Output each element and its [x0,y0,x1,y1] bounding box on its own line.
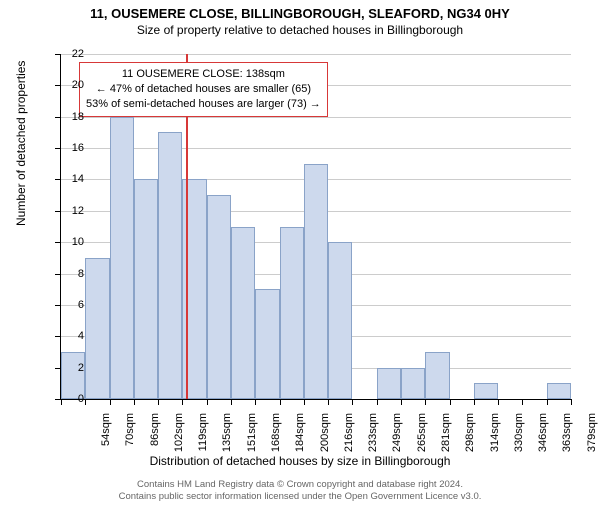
x-tick [231,399,232,405]
histogram-bar [474,383,498,399]
x-tick-label: 216sqm [343,413,355,463]
histogram-bar [425,352,449,399]
x-tick-label: 330sqm [513,413,525,463]
y-tick-label: 20 [72,79,84,91]
y-tick-label: 4 [78,330,84,342]
y-tick [55,242,61,243]
x-tick [328,399,329,405]
x-tick-label: 168sqm [270,413,282,463]
info-box-line3: 53% of semi-detached houses are larger (… [86,97,321,112]
property-info-box: 11 OUSEMERE CLOSE: 138sqm← 47% of detach… [79,62,328,117]
x-tick [547,399,548,405]
x-tick [304,399,305,405]
y-tick-label: 8 [78,268,84,280]
x-tick [571,399,572,405]
x-tick-label: 249sqm [391,413,403,463]
x-tick [255,399,256,405]
x-tick-label: 233sqm [367,413,379,463]
x-tick-label: 151sqm [246,413,258,463]
y-tick [55,85,61,86]
histogram-bar [255,289,279,399]
y-tick-label: 12 [72,205,84,217]
x-tick-label: 102sqm [173,413,185,463]
x-tick [61,399,62,405]
histogram-bar [61,352,85,399]
x-tick [425,399,426,405]
y-tick-label: 10 [72,236,84,248]
histogram-bar [547,383,571,399]
x-tick-label: 135sqm [221,413,233,463]
y-tick-label: 18 [72,111,84,123]
x-tick-label: 119sqm [197,413,209,463]
x-tick [401,399,402,405]
info-box-line1: 11 OUSEMERE CLOSE: 138sqm [86,67,321,82]
y-tick-label: 6 [78,299,84,311]
info-box-line2: ← 47% of detached houses are smaller (65… [86,82,321,97]
y-tick-label: 14 [72,173,84,185]
histogram-bar [401,368,425,399]
histogram-bar [134,179,158,399]
footer-attribution: Contains HM Land Registry data © Crown c… [0,479,600,503]
x-tick [352,399,353,405]
x-tick-label: 54sqm [100,413,112,463]
chart-plot-area: 11 OUSEMERE CLOSE: 138sqm← 47% of detach… [60,54,571,400]
y-tick-label: 16 [72,142,84,154]
x-tick [450,399,451,405]
y-tick [55,117,61,118]
gridline [61,148,571,149]
x-tick-label: 200sqm [319,413,331,463]
x-tick [85,399,86,405]
histogram-bar [158,132,182,399]
x-tick-label: 265sqm [416,413,428,463]
chart-title-main: 11, OUSEMERE CLOSE, BILLINGBOROUGH, SLEA… [0,6,600,21]
x-tick-label: 298sqm [464,413,476,463]
y-tick-label: 2 [78,362,84,374]
gridline [61,117,571,118]
x-tick [498,399,499,405]
footer-line2: Contains public sector information licen… [0,491,600,503]
chart-title-sub: Size of property relative to detached ho… [0,23,600,37]
histogram-bar [280,227,304,400]
x-tick-label: 70sqm [124,413,136,463]
histogram-bar [304,164,328,399]
x-tick-label: 281sqm [440,413,452,463]
x-tick-label: 184sqm [294,413,306,463]
x-tick-label: 363sqm [561,413,573,463]
histogram-bar [110,117,134,399]
y-tick-label: 0 [78,393,84,405]
gridline [61,54,571,55]
histogram-bar [85,258,109,399]
x-tick [158,399,159,405]
y-tick [55,274,61,275]
x-tick [522,399,523,405]
x-tick-label: 314sqm [489,413,501,463]
x-tick [134,399,135,405]
y-tick [55,179,61,180]
histogram-bar [231,227,255,400]
histogram-bar [377,368,401,399]
x-tick [182,399,183,405]
x-tick-label: 86sqm [149,413,161,463]
x-tick [474,399,475,405]
y-tick [55,336,61,337]
y-tick-label: 22 [72,48,84,60]
x-tick [280,399,281,405]
x-tick-label: 346sqm [537,413,549,463]
footer-line1: Contains HM Land Registry data © Crown c… [0,479,600,491]
x-tick-label: 379sqm [586,413,598,463]
y-tick [55,54,61,55]
histogram-bar [207,195,231,399]
y-tick [55,305,61,306]
x-tick [377,399,378,405]
x-tick [207,399,208,405]
y-tick [55,148,61,149]
x-tick [110,399,111,405]
histogram-bar [328,242,352,399]
y-tick [55,211,61,212]
y-axis-label: Number of detached properties [14,61,28,226]
